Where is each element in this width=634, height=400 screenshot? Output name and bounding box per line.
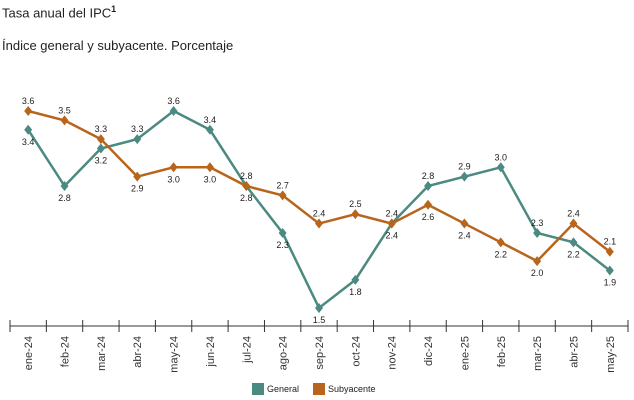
data-label: 3.4 — [22, 137, 35, 147]
data-point — [96, 134, 105, 145]
data-point — [351, 274, 360, 285]
data-point — [605, 246, 614, 257]
x-tick-label: jul-24 — [241, 336, 253, 364]
data-point — [460, 171, 469, 182]
data-point — [242, 181, 251, 192]
data-label: 2.5 — [349, 199, 362, 209]
legend-item-general: General — [252, 383, 299, 395]
data-point — [133, 171, 142, 182]
chart-title: Tasa anual del IPC1 — [2, 4, 116, 20]
data-point — [605, 265, 614, 276]
x-tick-label: dic-24 — [423, 336, 435, 366]
x-tick-label: feb-24 — [60, 336, 72, 367]
x-tick-label: ene-25 — [459, 336, 471, 370]
data-label: 3.5 — [58, 105, 71, 115]
data-label: 3.0 — [167, 174, 180, 184]
data-label: 2.7 — [276, 180, 289, 190]
data-point — [496, 237, 505, 248]
data-point — [315, 218, 323, 229]
x-tick-label: nov-24 — [387, 336, 399, 370]
data-label: 2.0 — [531, 268, 544, 278]
data-label: 2.6 — [422, 212, 435, 222]
data-point — [205, 162, 214, 173]
data-point — [24, 124, 33, 135]
legend-swatch-general — [252, 383, 264, 395]
x-tick-label: may-24 — [169, 336, 181, 373]
data-label: 3.0 — [495, 152, 508, 162]
x-tick-label: ago-24 — [278, 336, 290, 370]
data-point — [205, 124, 214, 135]
x-tick-label: may-25 — [605, 336, 617, 373]
legend: General Subyacente — [252, 383, 376, 395]
data-label: 2.4 — [458, 231, 471, 241]
x-tick-label: ene-24 — [23, 336, 35, 370]
data-label: 2.1 — [604, 237, 617, 247]
data-point — [169, 106, 178, 116]
x-tick-label: feb-25 — [496, 336, 508, 367]
data-point — [533, 256, 542, 267]
data-label: 3.3 — [95, 124, 108, 134]
data-label: 2.8 — [422, 171, 435, 181]
legend-label-general: General — [267, 384, 300, 394]
data-point — [533, 227, 542, 238]
data-label: 3.3 — [131, 124, 144, 134]
data-label: 1.8 — [349, 287, 362, 297]
data-label: 2.9 — [458, 162, 471, 172]
chart-subtitle: Índice general y subyacente. Porcentaje — [2, 38, 234, 53]
data-label: 2.9 — [131, 184, 144, 194]
data-point — [351, 209, 360, 220]
data-point — [278, 227, 287, 238]
x-tick-label: mar-25 — [532, 336, 544, 371]
data-point — [424, 181, 433, 192]
data-label: 3.6 — [22, 96, 35, 106]
data-label: 3.2 — [95, 156, 108, 166]
x-tick-label: sep-24 — [314, 336, 326, 370]
data-label: 2.8 — [240, 193, 253, 203]
x-tick-label: oct-24 — [350, 336, 362, 367]
data-point — [460, 218, 469, 229]
title-footnote: 1 — [111, 4, 117, 14]
data-label: 3.0 — [204, 174, 217, 184]
data-point — [387, 218, 396, 229]
data-label: 2.4 — [313, 209, 326, 219]
title-text: Tasa anual del IPC — [2, 5, 112, 21]
data-label: 3.6 — [167, 96, 180, 106]
data-point — [315, 302, 323, 313]
data-point — [278, 190, 287, 201]
data-label: 2.4 — [385, 209, 398, 219]
legend-item-subyacente: Subyacente — [313, 383, 376, 395]
data-point — [24, 106, 33, 116]
data-point — [133, 134, 142, 145]
data-label: 2.4 — [385, 231, 398, 241]
legend-swatch-subyacente — [313, 383, 326, 395]
data-point — [569, 237, 578, 248]
data-label: 2.3 — [531, 218, 544, 228]
x-tick-label: abr-25 — [568, 336, 580, 368]
data-label: 2.3 — [276, 240, 289, 250]
data-point — [169, 162, 178, 173]
legend-label-subyacente: Subyacente — [328, 384, 376, 394]
data-label: 2.8 — [240, 171, 253, 181]
x-tick-label: jun-24 — [205, 336, 217, 368]
data-label: 2.2 — [495, 249, 508, 259]
data-point — [496, 162, 505, 173]
series-line-subyacente — [27, 109, 611, 263]
data-label: 2.4 — [567, 209, 580, 219]
x-tick-label: mar-24 — [96, 336, 108, 371]
data-label: 1.9 — [604, 277, 617, 287]
data-point — [569, 218, 578, 229]
data-label: 1.5 — [313, 315, 326, 325]
data-point — [60, 115, 69, 126]
data-label: 2.2 — [567, 249, 580, 259]
data-point — [424, 199, 433, 210]
data-label: 3.4 — [204, 115, 217, 125]
data-point — [96, 143, 105, 154]
x-tick-label: abr-24 — [132, 336, 144, 368]
data-point — [60, 181, 69, 192]
data-label: 2.8 — [58, 193, 71, 203]
